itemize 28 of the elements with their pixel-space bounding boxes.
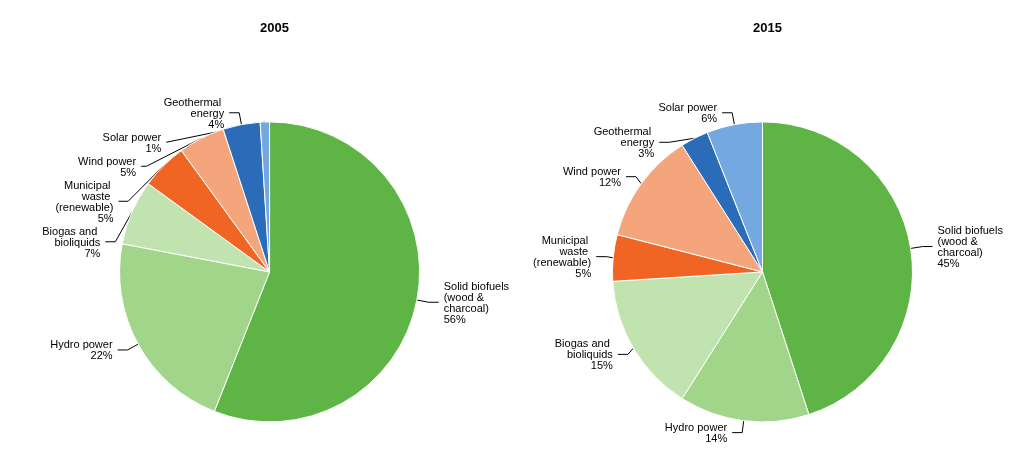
slice-label: Biogas and bioliquids [554, 337, 614, 361]
slice-label: Solar power [658, 101, 718, 114]
data-label: 56% [443, 312, 466, 325]
data-label: 5% [120, 165, 137, 178]
slice-label: Wind power [562, 165, 622, 178]
slice-label: Geothermal energy [593, 125, 655, 149]
data-label: 14% [705, 432, 728, 445]
chart-title: 2015 [753, 20, 782, 35]
slice-label: Solid biofuels (wood & charcoal) [937, 224, 1007, 259]
data-label: 22% [90, 349, 113, 362]
data-label: 12% [598, 176, 622, 189]
data-label: 7% [84, 246, 101, 259]
slice-label: Solar power [102, 130, 162, 143]
data-label: 1% [145, 141, 162, 154]
slice-label: Municipal waste (renewable) [533, 234, 592, 269]
slice-label: Municipal waste (renewable) [55, 178, 114, 213]
data-label: 5% [575, 267, 592, 280]
data-label: 3% [638, 147, 655, 160]
slice-label: Wind power [78, 154, 137, 167]
data-label: 15% [590, 359, 614, 372]
chart-title: 2005 [260, 20, 290, 35]
data-label: 45% [937, 257, 960, 270]
slice-label: Hydro power [50, 338, 113, 351]
data-label: 6% [701, 112, 718, 125]
slice-label: Solid biofuels (wood & charcoal) [443, 279, 513, 314]
slice-label: Geothermal energy [163, 95, 225, 119]
slice-label: Hydro power [664, 421, 728, 434]
slice-label: Biogas and bioliquids [42, 224, 101, 248]
